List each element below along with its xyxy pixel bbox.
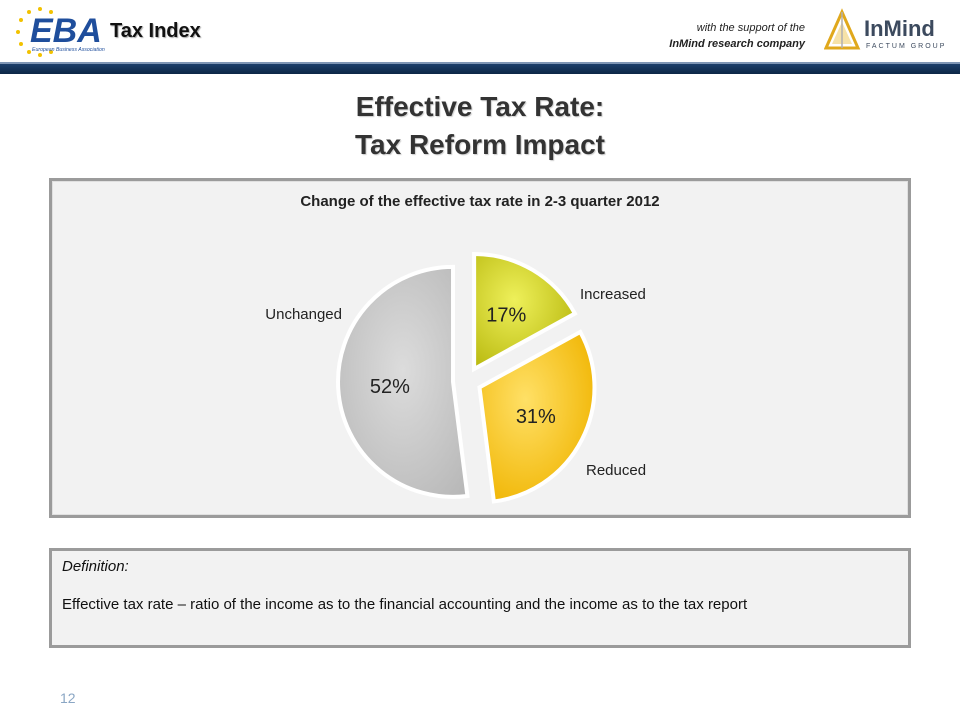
support-line-2: InMind research company <box>669 38 805 50</box>
brand-title: Tax Index <box>110 20 201 42</box>
pie-slice-unchanged <box>336 264 470 499</box>
pie-slice-reduced <box>477 329 597 504</box>
pie-category-label-reduced: Reduced <box>586 462 646 479</box>
pie-value-label-increased: 17% <box>486 305 526 327</box>
eba-logo-subtext: European Business Association <box>32 47 105 53</box>
pie-category-label-increased: Increased <box>580 286 646 303</box>
support-line-1: with the support of the <box>696 22 805 34</box>
inmind-logo-subtext: FACTUM GROUP <box>866 43 946 50</box>
header-divider-light <box>0 62 960 65</box>
inmind-logo-text: InMind <box>864 16 935 41</box>
definition-label: Definition: <box>62 558 129 575</box>
definition-panel: Definition: Effective tax rate – ratio o… <box>49 548 911 648</box>
chart-title: Change of the effective tax rate in 2-3 … <box>300 193 660 210</box>
pie-category-label-unchanged: Unchanged <box>265 306 342 323</box>
pie-chart: 17% Increased 31% Reduced 52% Unchanged <box>265 251 646 504</box>
page-title-line-1: Effective Tax Rate: <box>355 91 605 122</box>
chart-panel: Change of the effective tax rate in 2-3 … <box>49 178 911 518</box>
header: EBA European Business Association Tax In… <box>0 0 960 62</box>
eba-logo: EBA European Business Association <box>16 7 105 57</box>
page-number: 12 <box>60 690 76 706</box>
definition-text: Effective tax rate – ratio of the income… <box>62 596 748 613</box>
page-title-line-2: Tax Reform Impact <box>355 129 605 160</box>
inmind-logo: InMind FACTUM GROUP <box>824 8 946 50</box>
pie-value-label-unchanged: 52% <box>370 376 410 398</box>
support-note: with the support of the InMind research … <box>669 20 805 52</box>
pie-slice-increased <box>472 251 578 373</box>
pie-value-label-reduced: 31% <box>516 406 556 428</box>
header-divider <box>0 64 960 74</box>
eba-logo-text: EBA <box>30 12 102 50</box>
page-title: Effective Tax Rate: Tax Reform Impact <box>0 88 960 164</box>
